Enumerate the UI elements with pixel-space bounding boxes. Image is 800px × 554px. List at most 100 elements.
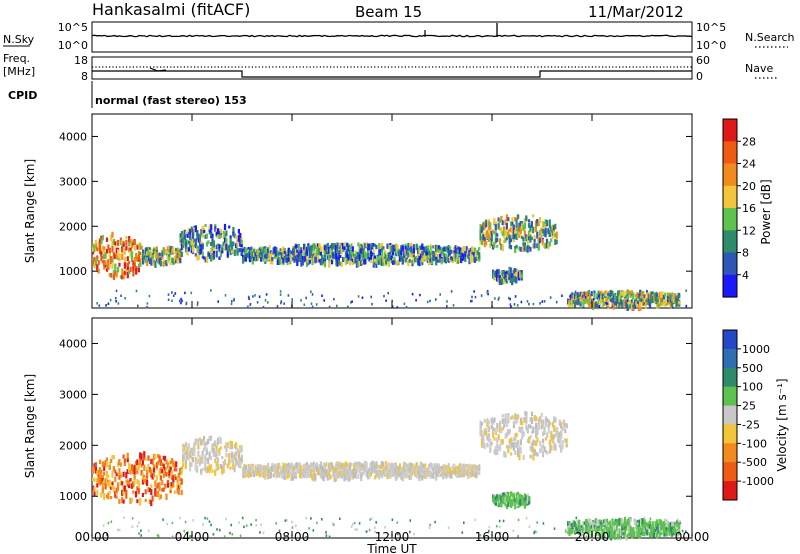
data-cell bbox=[401, 256, 404, 264]
data-cell bbox=[101, 488, 104, 494]
data-cell bbox=[379, 261, 382, 266]
data-cell bbox=[197, 233, 200, 238]
noise-cell bbox=[509, 303, 512, 306]
data-cell bbox=[478, 469, 481, 476]
data-cell bbox=[587, 296, 590, 301]
noise-cell bbox=[535, 530, 538, 534]
data-cell bbox=[354, 464, 357, 471]
data-cell bbox=[357, 262, 360, 268]
data-cell bbox=[540, 445, 543, 453]
data-cell bbox=[278, 258, 281, 265]
data-cell bbox=[496, 244, 499, 248]
data-cell bbox=[614, 529, 617, 534]
noise-cell bbox=[378, 532, 380, 535]
data-cell bbox=[421, 462, 424, 470]
data-cell bbox=[505, 491, 509, 495]
data-cell bbox=[360, 244, 363, 250]
data-cell bbox=[551, 224, 554, 230]
data-cell bbox=[398, 250, 402, 257]
data-cell bbox=[182, 462, 185, 468]
noise-cell bbox=[258, 295, 261, 298]
data-cell bbox=[385, 466, 388, 471]
data-cell bbox=[280, 471, 284, 478]
data-cell bbox=[676, 523, 679, 529]
data-cell bbox=[492, 229, 495, 234]
data-cell bbox=[190, 447, 193, 453]
data-cell bbox=[155, 491, 158, 497]
noise-cell bbox=[396, 306, 399, 309]
data-cell bbox=[587, 292, 590, 297]
data-cell bbox=[116, 461, 120, 467]
data-cell bbox=[507, 445, 510, 451]
data-cell bbox=[583, 298, 586, 305]
data-cell bbox=[212, 247, 215, 253]
data-cell bbox=[490, 241, 493, 247]
data-cell bbox=[376, 472, 379, 477]
data-cell bbox=[475, 472, 478, 476]
data-cell bbox=[575, 523, 578, 531]
data-cell bbox=[457, 246, 460, 250]
data-cell bbox=[608, 296, 611, 301]
data-cell bbox=[130, 257, 134, 262]
nsky-tick-top: 10^5 bbox=[58, 21, 88, 34]
nsky-panel bbox=[91, 21, 693, 53]
data-cell bbox=[482, 441, 485, 448]
data-cell bbox=[530, 221, 533, 227]
data-cell bbox=[148, 467, 151, 473]
data-cell bbox=[237, 235, 240, 242]
data-cell bbox=[314, 252, 317, 258]
data-cell bbox=[426, 255, 429, 261]
data-cell bbox=[501, 271, 504, 276]
data-cell bbox=[289, 468, 292, 475]
data-cell bbox=[111, 482, 114, 490]
data-cell bbox=[346, 253, 349, 259]
data-cell bbox=[322, 258, 325, 264]
noise-cell bbox=[429, 299, 431, 303]
data-cell bbox=[133, 245, 136, 251]
data-cell bbox=[307, 473, 310, 478]
data-cell bbox=[640, 527, 643, 532]
data-cell bbox=[610, 525, 613, 531]
data-cell bbox=[513, 268, 516, 274]
data-cell bbox=[215, 461, 218, 469]
data-cell bbox=[100, 492, 103, 498]
data-cell bbox=[667, 292, 670, 298]
data-cell bbox=[323, 245, 327, 251]
data-cell bbox=[335, 247, 338, 255]
data-cell bbox=[362, 468, 365, 475]
data-cell bbox=[471, 470, 474, 477]
data-cell bbox=[469, 466, 472, 472]
data-cell bbox=[578, 298, 581, 305]
data-cell bbox=[343, 473, 346, 478]
data-cell bbox=[462, 466, 465, 472]
data-cell bbox=[136, 479, 139, 484]
data-cell bbox=[179, 240, 182, 246]
data-cell bbox=[103, 463, 106, 471]
data-cell bbox=[630, 528, 634, 534]
data-cell bbox=[293, 474, 296, 479]
noise-cell bbox=[370, 295, 372, 299]
data-cell bbox=[487, 426, 490, 432]
data-cell bbox=[360, 463, 363, 468]
data-cell bbox=[122, 454, 125, 459]
noise-cell bbox=[291, 526, 294, 529]
data-cell bbox=[125, 489, 128, 494]
data-cell bbox=[365, 464, 368, 468]
data-cell bbox=[505, 503, 509, 510]
data-cell bbox=[293, 258, 296, 263]
data-cell bbox=[201, 467, 204, 472]
data-cell bbox=[629, 300, 632, 305]
data-cell bbox=[298, 467, 302, 474]
freq-trace bbox=[92, 70, 692, 78]
data-cell bbox=[428, 472, 431, 477]
data-cell bbox=[197, 247, 200, 253]
data-cell bbox=[519, 447, 522, 454]
data-cell bbox=[496, 275, 499, 281]
data-cell bbox=[229, 466, 232, 470]
data-cell bbox=[637, 300, 640, 304]
data-cell bbox=[558, 437, 561, 441]
data-cell bbox=[522, 496, 525, 502]
data-cell bbox=[492, 244, 495, 250]
data-cell bbox=[482, 222, 485, 226]
data-cell bbox=[550, 445, 553, 451]
